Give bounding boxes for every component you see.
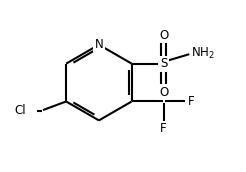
Text: F: F [188, 95, 194, 108]
Text: S: S [160, 57, 167, 70]
Text: Cl: Cl [14, 104, 26, 117]
Text: F: F [160, 122, 167, 136]
Text: NH$_2$: NH$_2$ [191, 46, 215, 61]
Text: O: O [159, 29, 168, 42]
Text: O: O [159, 85, 168, 99]
Text: N: N [94, 38, 103, 51]
